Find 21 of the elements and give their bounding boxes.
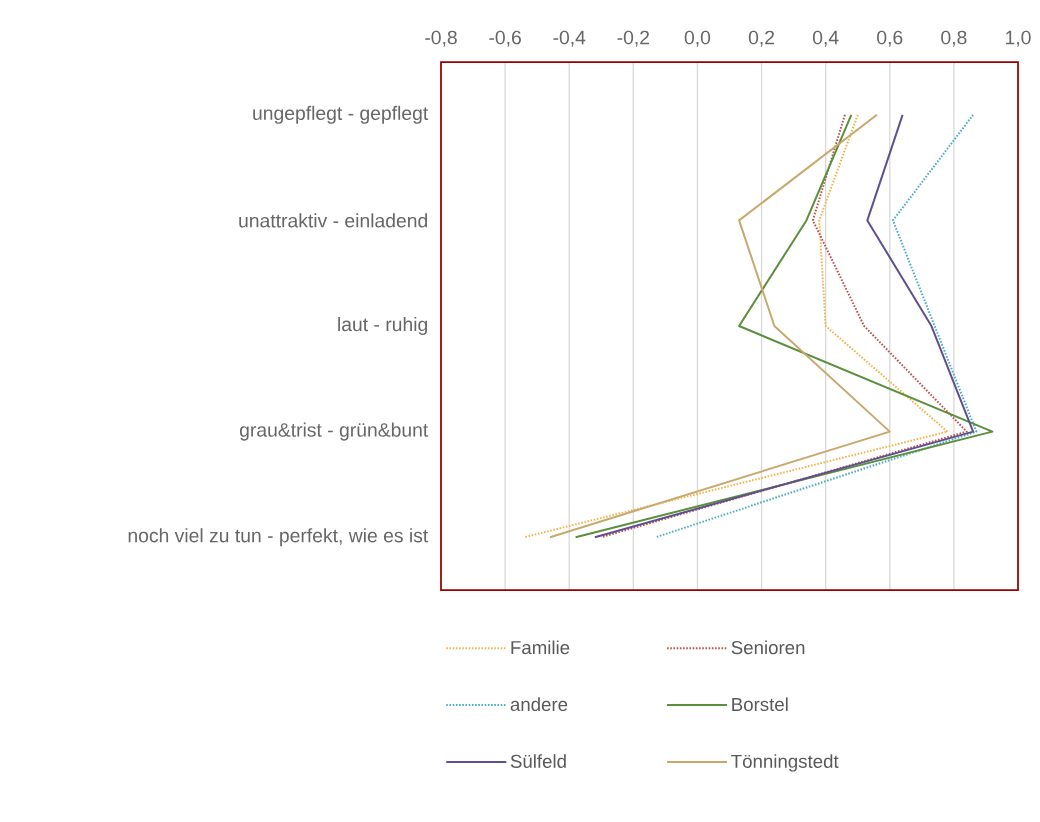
x-tick-label: 0,4 [812, 30, 839, 47]
legend-label: andere [510, 697, 568, 712]
x-tick-label: -0,4 [553, 30, 586, 47]
x-tick-label: 1,0 [1006, 30, 1031, 47]
y-tick-label: ungepflegt - gepflegt [253, 105, 429, 124]
x-tick-label: -0,6 [489, 30, 521, 47]
x-tick-label: 0,8 [941, 30, 967, 47]
legend-label: Senioren [731, 640, 805, 655]
legend-label: Borstel [732, 697, 788, 712]
legend-label: Sülfeld [510, 754, 566, 768]
x-tick-label: -0,8 [425, 30, 457, 47]
x-tick-label: 0,6 [877, 30, 903, 47]
x-tick-label: 0,0 [684, 30, 711, 47]
legend-label: Familie [511, 640, 570, 655]
y-tick-label: grau&trist - grün&bunt [239, 422, 429, 441]
x-tick-label: -0,2 [617, 30, 650, 47]
y-tick-label: noch viel zu tun - perfekt, wie es ist [128, 528, 429, 547]
y-tick-label: unattraktiv - einladend [239, 213, 427, 228]
legend-label: Tönningstedt [731, 754, 839, 772]
x-tick-label: 0,2 [748, 30, 775, 47]
y-tick-label: laut - ruhig [338, 317, 428, 336]
